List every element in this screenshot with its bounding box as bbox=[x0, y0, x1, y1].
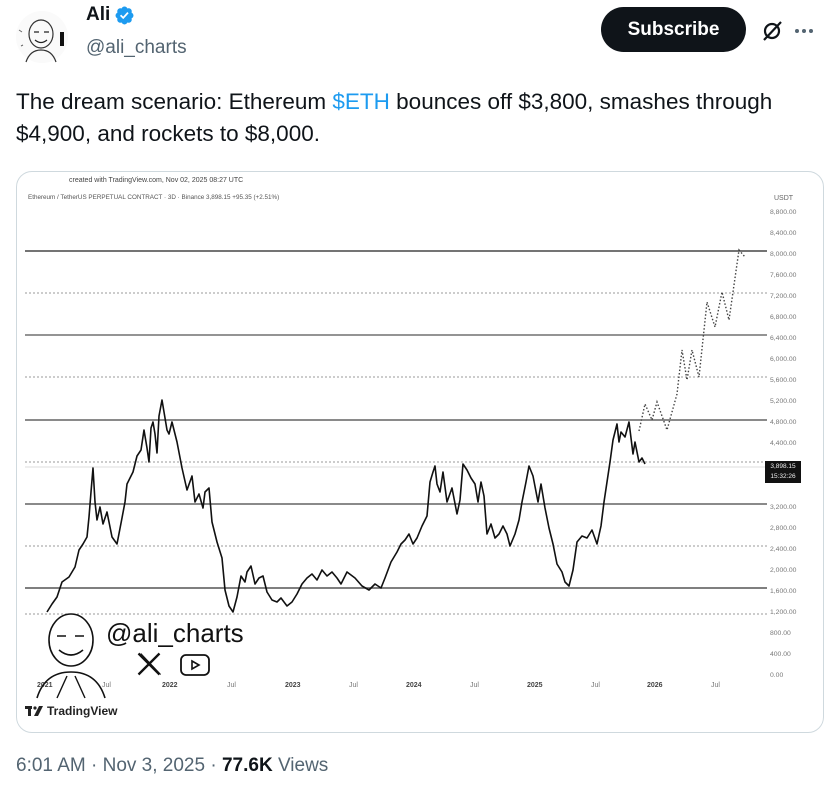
y-tick: 5,600.00 bbox=[770, 377, 797, 384]
x-tick: 2023 bbox=[285, 682, 301, 689]
x-tick: 2021 bbox=[37, 682, 53, 689]
chart-image-card[interactable]: created with TradingView.com, Nov 02, 20… bbox=[16, 171, 824, 733]
y-tick: 400.00 bbox=[770, 651, 791, 658]
x-tick: Jul bbox=[711, 682, 720, 689]
projected-series bbox=[638, 248, 746, 433]
y-tick: 1,200.00 bbox=[770, 609, 797, 616]
x-tick: Jul bbox=[591, 682, 600, 689]
tweet-meta: 6:01 AM · Nov 3, 2025 · 77.6K Views bbox=[16, 755, 328, 777]
y-tick: 0.00 bbox=[770, 672, 784, 679]
y-tick: 2,800.00 bbox=[770, 525, 797, 532]
last-price: 3,898.15 bbox=[770, 463, 796, 470]
y-tick: 5,200.00 bbox=[770, 398, 797, 405]
tweet-text-part: bounces off $3,800, smashes through $4,9… bbox=[16, 89, 773, 146]
y-tick: 800.00 bbox=[770, 630, 791, 637]
tweet-text-part: The dream scenario: Ethereum bbox=[16, 89, 333, 114]
tweet-text: The dream scenario: Ethereum $ETH bounce… bbox=[16, 86, 806, 150]
y-tick: 4,800.00 bbox=[770, 419, 797, 426]
dotted-levels bbox=[25, 292, 767, 615]
verified-badge-icon bbox=[115, 6, 134, 24]
avatar[interactable] bbox=[14, 10, 70, 64]
y-tick: 6,000.00 bbox=[770, 356, 797, 363]
x-tick: 2025 bbox=[527, 682, 543, 689]
last-price-tag: 3,898.15 15:32:26 bbox=[765, 461, 801, 483]
subscribe-button[interactable]: Subscribe bbox=[601, 7, 746, 52]
chart-symbol-line: Ethereum / TetherUS PERPETUAL CONTRACT ·… bbox=[28, 194, 280, 201]
y-tick: 2,000.00 bbox=[770, 567, 797, 574]
cashtag-link[interactable]: $ETH bbox=[332, 89, 390, 114]
meta-separator: · bbox=[91, 755, 98, 776]
display-name[interactable]: Ali bbox=[86, 4, 111, 25]
youtube-icon bbox=[180, 654, 210, 676]
y-axis-unit: USDT bbox=[774, 195, 794, 202]
y-tick: 6,800.00 bbox=[770, 314, 797, 321]
price-series bbox=[46, 399, 646, 613]
tweet-time[interactable]: 6:01 AM bbox=[16, 755, 86, 776]
views-label: Views bbox=[277, 755, 329, 776]
x-tick: Jul bbox=[349, 682, 358, 689]
tradingview-brand-text: TradingView bbox=[47, 704, 118, 718]
watermark-handle: @ali_charts bbox=[106, 618, 244, 648]
y-tick: 4,400.00 bbox=[770, 440, 797, 447]
tweet-header: Ali @ali_charts Subscribe bbox=[0, 0, 825, 70]
tradingview-logo: TradingView bbox=[25, 704, 117, 718]
x-tick: 2024 bbox=[406, 682, 422, 689]
chart-created-caption: created with TradingView.com, Nov 02, 20… bbox=[69, 177, 244, 184]
y-tick: 7,200.00 bbox=[770, 293, 797, 300]
more-options-icon[interactable] bbox=[795, 27, 819, 35]
tweet-date[interactable]: Nov 3, 2025 bbox=[102, 755, 206, 776]
y-tick: 8,800.00 bbox=[770, 209, 797, 216]
views-count: 77.6K bbox=[221, 755, 273, 776]
y-tick: 1,600.00 bbox=[770, 588, 797, 595]
y-tick: 6,400.00 bbox=[770, 335, 797, 342]
solid-levels bbox=[25, 250, 767, 589]
y-tick: 3,200.00 bbox=[770, 504, 797, 511]
watermark-portrait-icon bbox=[36, 613, 106, 699]
y-tick: 8,000.00 bbox=[770, 251, 797, 258]
x-tick: Jul bbox=[102, 682, 111, 689]
x-tick: Jul bbox=[227, 682, 236, 689]
tradingview-logo-icon bbox=[25, 706, 43, 716]
y-tick: 2,400.00 bbox=[770, 546, 797, 553]
x-tick: Jul bbox=[470, 682, 479, 689]
price-chart bbox=[25, 248, 767, 615]
meta-separator: · bbox=[210, 755, 217, 776]
x-logo-icon bbox=[137, 652, 162, 676]
y-tick: 8,400.00 bbox=[770, 230, 797, 237]
y-tick: 7,600.00 bbox=[770, 272, 797, 279]
bar-countdown: 15:32:26 bbox=[770, 473, 796, 480]
grok-icon[interactable] bbox=[760, 19, 784, 43]
user-handle[interactable]: @ali_charts bbox=[86, 37, 187, 58]
x-tick: 2022 bbox=[162, 682, 178, 689]
x-tick: 2026 bbox=[647, 682, 663, 689]
